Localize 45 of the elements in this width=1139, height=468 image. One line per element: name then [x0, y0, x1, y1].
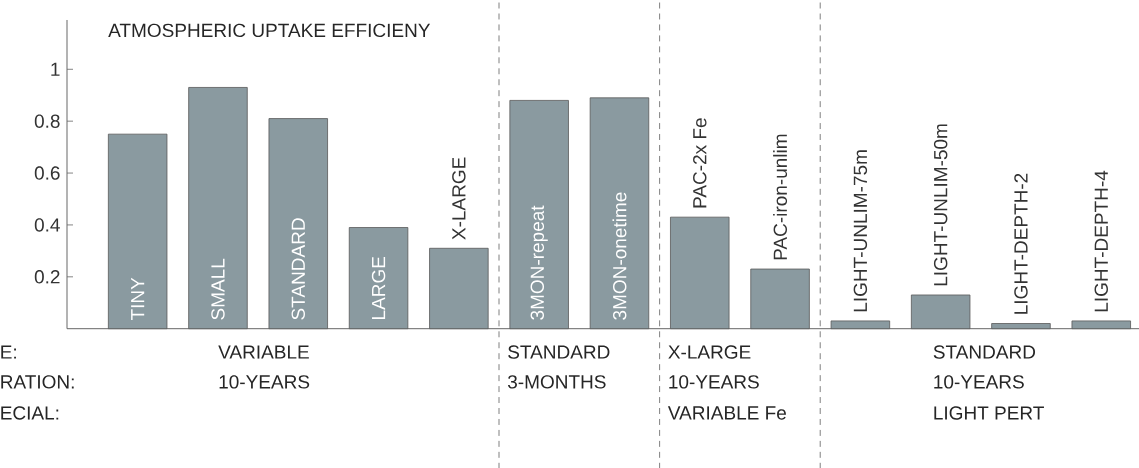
x-tick-label: X-LARGE	[452, 157, 466, 240]
y-tick-label: 0.4	[34, 218, 60, 232]
bar	[589, 97, 650, 330]
x-tick-label: PAC-2x Fe	[693, 118, 707, 208]
x-tick-label: 3MON-repeat	[530, 205, 548, 320]
text: STANDARD	[508, 345, 610, 359]
bar	[268, 118, 328, 330]
bar	[348, 227, 409, 330]
text: 10-YEARS	[934, 375, 1024, 389]
y-tick-label: 0.8	[34, 114, 60, 128]
bar	[910, 294, 971, 330]
text: 3-MONTHS	[507, 375, 606, 389]
bar	[509, 100, 569, 330]
text: ECIAL:	[1, 406, 59, 420]
text: VARIABLE Fe	[667, 406, 786, 420]
x-tick-label: LIGHT-DEPTH-4	[1094, 170, 1108, 312]
bar	[107, 133, 168, 330]
text: X-LARGE	[668, 345, 751, 359]
bar	[1071, 320, 1131, 330]
x-tick-label: LIGHT-DEPTH-2	[1014, 173, 1028, 314]
bar	[830, 320, 891, 330]
y-tick-label: 0.6	[34, 166, 60, 180]
y-tick-label: 0.2	[34, 270, 60, 284]
bar	[188, 87, 248, 330]
text: VARIABLE	[218, 345, 309, 359]
y-tick-label: 1	[51, 62, 60, 76]
text: STANDARD	[933, 345, 1036, 359]
text: LIGHT PERT	[934, 406, 1044, 420]
x-tick-label: SMALL	[211, 258, 225, 320]
x-tick-label: PAC-iron-unlim	[773, 134, 788, 260]
x-tick-label: LIGHT-UNLIM-75m	[853, 150, 868, 312]
bar	[429, 247, 489, 330]
x-tick-label: LIGHT-UNLIM-50m	[933, 124, 948, 286]
chart-title: ATMOSPHERIC UPTAKE EFFICIENY	[108, 23, 431, 38]
text: E:	[1, 345, 16, 359]
bar	[991, 323, 1051, 330]
text: 10-YEARS	[669, 375, 759, 389]
text: 10-YEARS	[219, 375, 310, 389]
bar	[670, 216, 730, 330]
x-tick-label: TINY	[131, 277, 145, 321]
bar	[750, 268, 810, 330]
x-tick-label: STANDARD	[291, 218, 305, 320]
x-tick-label: LARGE	[371, 256, 386, 319]
x-tick-label: 3MON-onetime	[612, 192, 627, 320]
text: RATION:	[1, 375, 74, 389]
